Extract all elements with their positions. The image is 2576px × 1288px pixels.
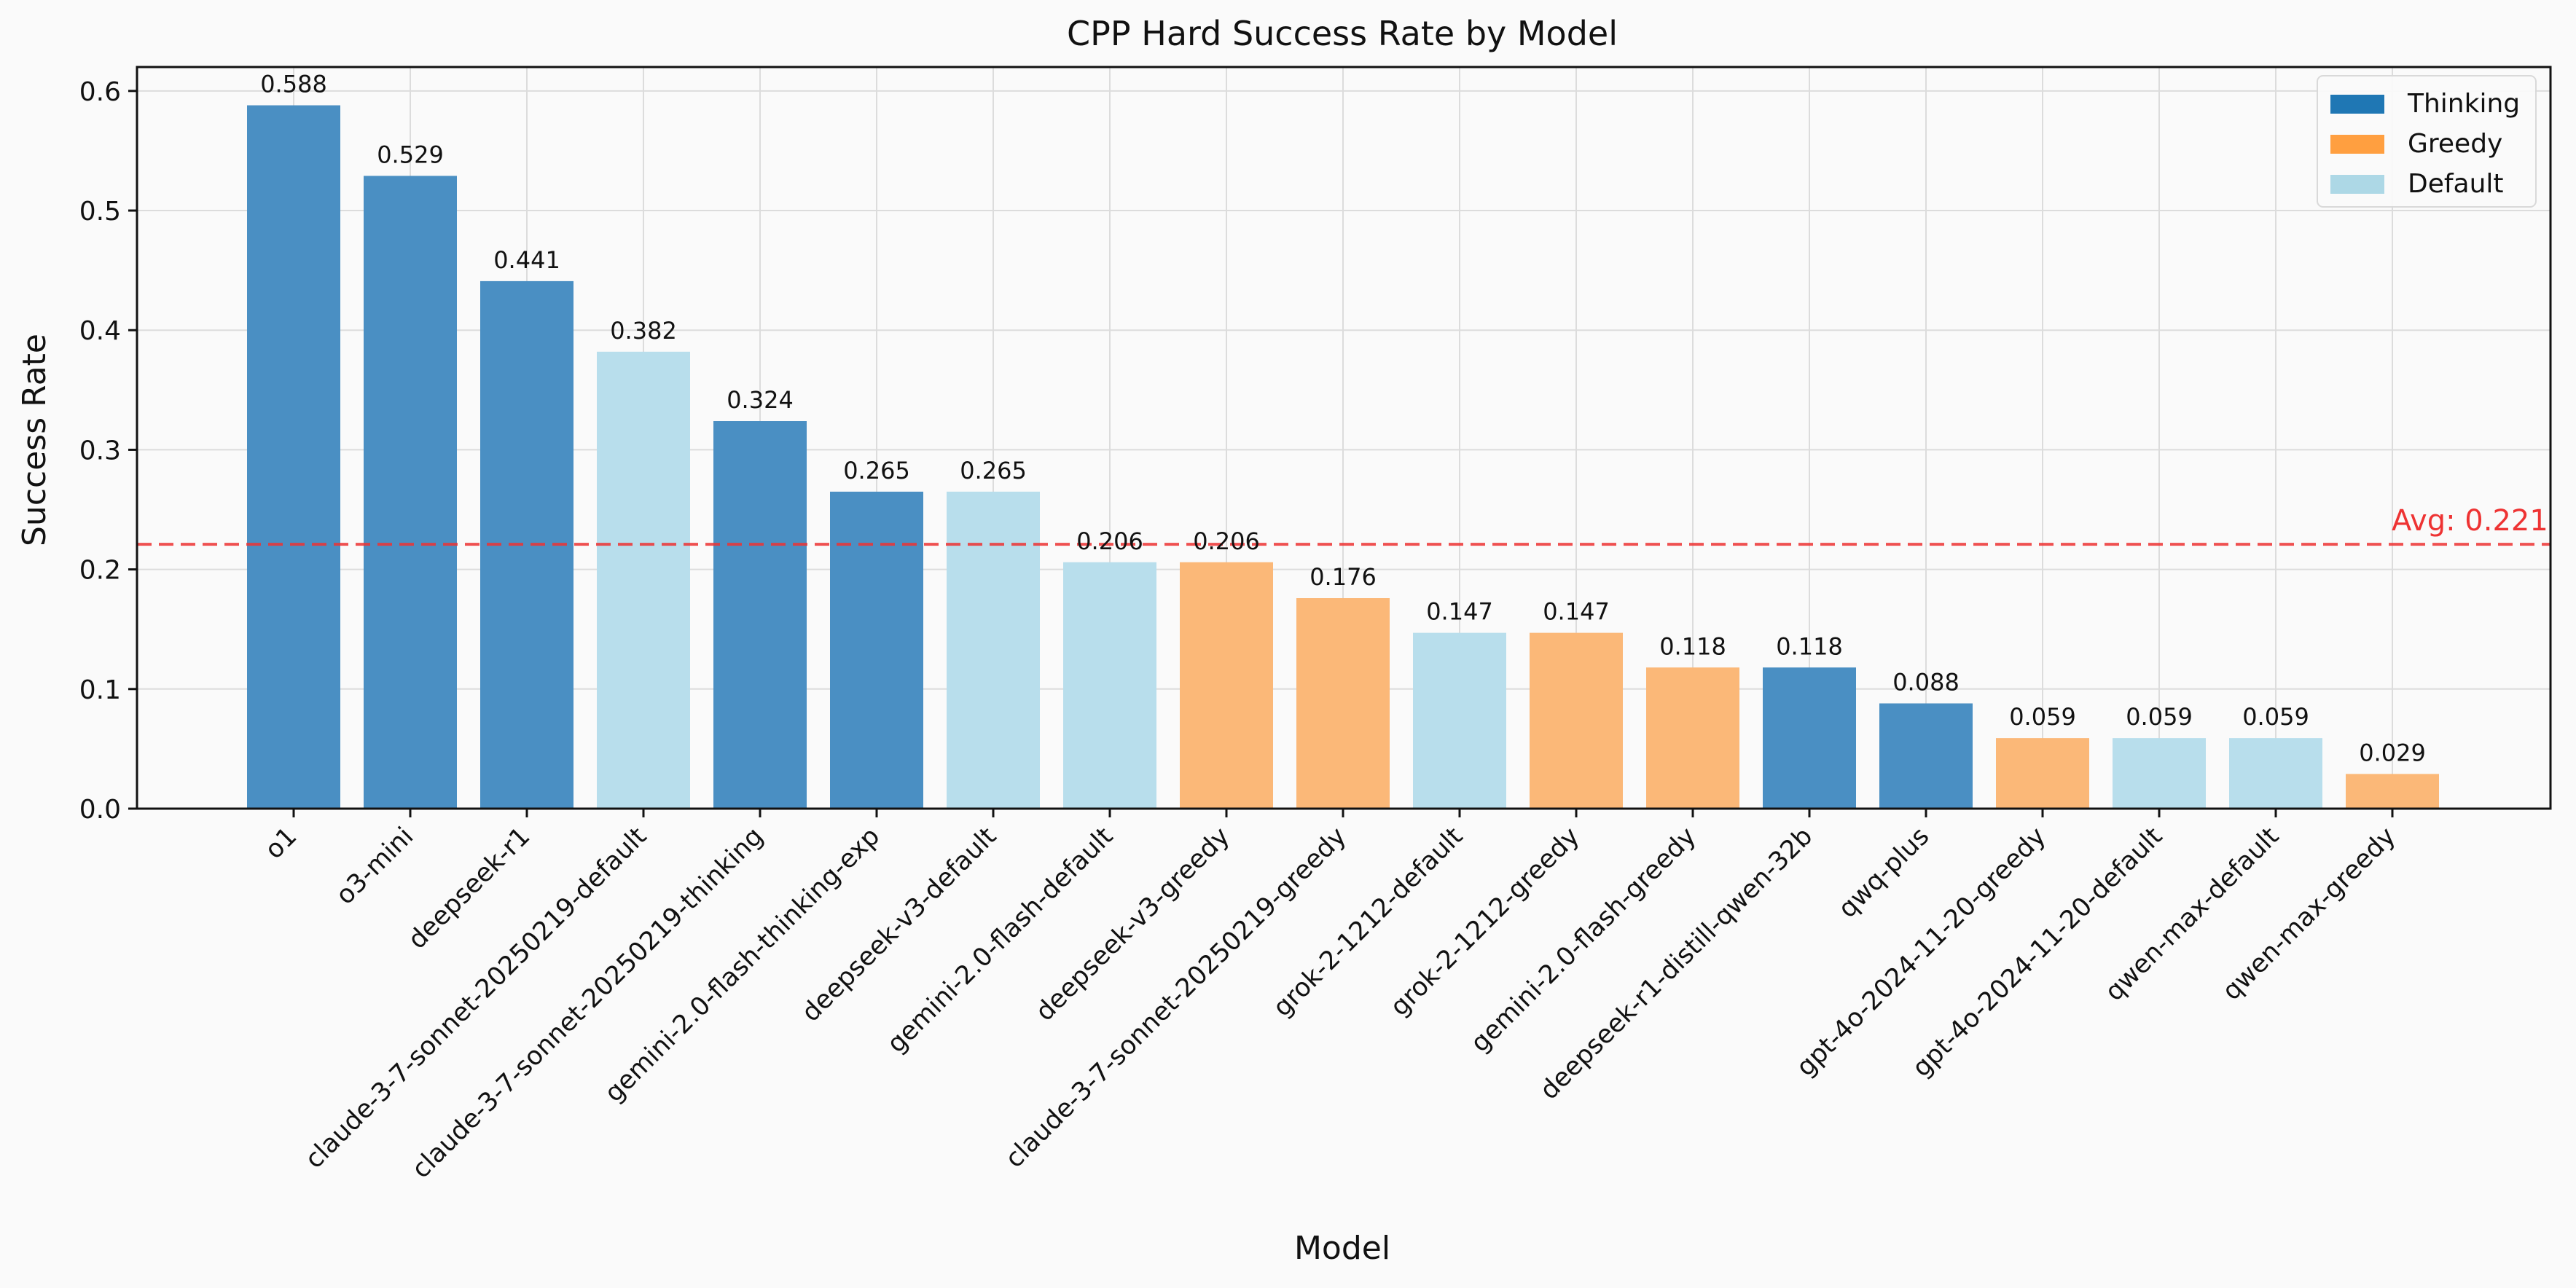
bar-claude-3-7-sonnet-20250219-default: [597, 351, 690, 809]
bar-claude-3-7-sonnet-20250219-thinking: [713, 421, 807, 809]
average-label: Avg: 0.221: [2392, 504, 2548, 538]
y-tick-label: 0.1: [79, 675, 121, 705]
y-tick-label: 0.3: [79, 436, 121, 466]
bar-value-label: 0.265: [843, 457, 910, 484]
bar-value-label: 0.529: [377, 141, 444, 168]
bar-qwen-max-default: [2229, 738, 2322, 809]
bar-value-label: 0.265: [960, 457, 1027, 484]
bar-value-label: 0.206: [1076, 527, 1143, 555]
bar-value-label: 0.118: [1776, 632, 1843, 660]
y-tick-label: 0.5: [79, 197, 121, 227]
bar-value-label: 0.206: [1193, 527, 1260, 555]
y-tick-label: 0.4: [79, 316, 121, 346]
y-tick-label: 0.6: [79, 77, 121, 107]
y-tick-label: 0.2: [79, 556, 121, 586]
x-axis-label: Model: [1294, 1230, 1390, 1267]
legend-swatch-greedy: [2330, 135, 2384, 154]
bar-value-label: 0.441: [493, 246, 560, 274]
bar-value-label: 0.588: [260, 71, 327, 98]
bar-deepseek-v3-default: [947, 491, 1040, 809]
y-axis-label: Success Rate: [16, 334, 53, 546]
bar-gpt-4o-2024-11-20-default: [2113, 738, 2206, 809]
bar-value-label: 0.382: [610, 317, 677, 345]
bar-deepseek-v3-greedy: [1180, 562, 1273, 809]
bar-gemini-2.0-flash-default: [1063, 562, 1156, 809]
bar-grok-2-1212-default: [1413, 632, 1506, 809]
legend-label-default: Default: [2408, 169, 2504, 199]
bar-value-label: 0.059: [2126, 703, 2193, 731]
bar-grok-2-1212-greedy: [1530, 632, 1623, 809]
legend-label-greedy: Greedy: [2408, 129, 2502, 159]
bar-value-label: 0.029: [2359, 739, 2426, 766]
plot-area: Avg: 0.221 0.588 0.529 0.441 0.382 0.324 0.265…: [79, 66, 2552, 1185]
bar-value-label: 0.059: [2009, 703, 2076, 731]
bar-value-label: 0.324: [727, 386, 794, 414]
bar-deepseek-r1-distill-qwen-32b: [1763, 667, 1856, 809]
legend-swatch-default: [2330, 175, 2384, 194]
bar-claude-3-7-sonnet-20250219-greedy: [1296, 598, 1390, 809]
bar-gpt-4o-2024-11-20-greedy: [1996, 738, 2089, 809]
bar-gemini-2.0-flash-thinking-exp: [830, 491, 923, 809]
y-tick-label: 0.0: [79, 795, 121, 825]
bar-qwen-max-greedy: [2346, 774, 2439, 809]
bar-value-label: 0.059: [2242, 703, 2309, 731]
legend-label-thinking: Thinking: [2407, 89, 2520, 119]
bar-value-label: 0.176: [1309, 563, 1377, 591]
bar-value-label: 0.147: [1426, 598, 1493, 626]
bar-value-label: 0.147: [1543, 598, 1610, 626]
bar-gemini-2.0-flash-greedy: [1646, 667, 1739, 809]
bar-value-label: 0.088: [1892, 669, 1960, 696]
bar-qwq-plus: [1879, 703, 1973, 809]
bar-value-label: 0.118: [1659, 632, 1726, 660]
bar-o3-mini: [364, 176, 457, 809]
bar-o1: [247, 105, 340, 809]
legend: Thinking Greedy Default: [2317, 75, 2537, 208]
legend-swatch-thinking: [2330, 95, 2384, 114]
chart-title: CPP Hard Success Rate by Model: [1067, 14, 1618, 53]
